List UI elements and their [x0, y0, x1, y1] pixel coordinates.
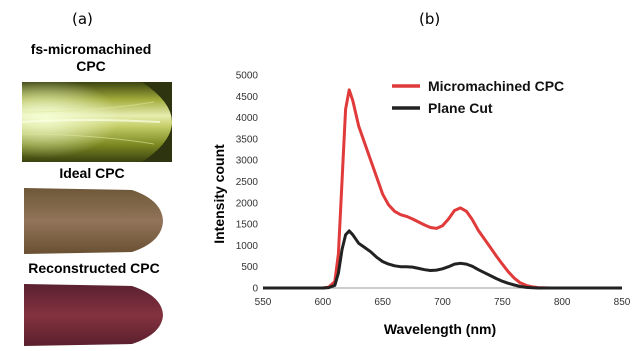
fs-micromachined-cpc-label: fs-micromachined CPC — [0, 41, 182, 75]
reconstructed-cpc-image — [24, 284, 163, 346]
fs-micromachined-cpc-label-line1: fs-micromachined — [30, 41, 152, 57]
fs-micromachined-cpc-image — [22, 82, 172, 162]
x-tick-label: 650 — [374, 297, 391, 308]
y-tick-label: 3500 — [236, 134, 259, 145]
panel-b-label: (b) — [419, 10, 441, 28]
y-tick-label: 500 — [241, 262, 258, 273]
ideal-cpc-label: Ideal CPC — [59, 165, 125, 181]
y-tick-label: 2000 — [236, 198, 259, 209]
reconstructed-cpc-label: Reconstructed CPC — [28, 260, 160, 276]
x-tick-label: 750 — [494, 297, 511, 308]
panel-a-label: (a) — [72, 10, 93, 28]
ideal-cpc-image — [24, 188, 163, 254]
y-tick-label: 2500 — [236, 177, 259, 188]
x-tick-label: 700 — [434, 297, 451, 308]
series-line-micromachined-cpc — [263, 88, 622, 290]
y-axis-label: Intensity count — [211, 144, 227, 244]
y-tick-label: 0 — [252, 284, 258, 295]
x-tick-label: 800 — [554, 297, 571, 308]
series-line-plane-cut — [263, 229, 622, 290]
x-axis-label: Wavelength (nm) — [384, 321, 496, 337]
y-tick-label: 1500 — [236, 220, 259, 231]
y-tick-label: 1000 — [236, 241, 259, 252]
y-tick-label: 5000 — [236, 71, 259, 82]
fs-micromachined-cpc-label-line2: CPC — [76, 58, 106, 74]
x-tick-label: 550 — [255, 297, 272, 308]
x-tick-label: 850 — [614, 297, 631, 308]
y-tick-label: 3000 — [236, 156, 259, 167]
legend-label: Micromachined CPC — [428, 78, 564, 94]
x-tick-label: 600 — [314, 297, 331, 308]
legend-label: Plane Cut — [428, 100, 493, 116]
y-tick-label: 4000 — [236, 113, 259, 124]
y-tick-label: 4500 — [236, 92, 259, 103]
